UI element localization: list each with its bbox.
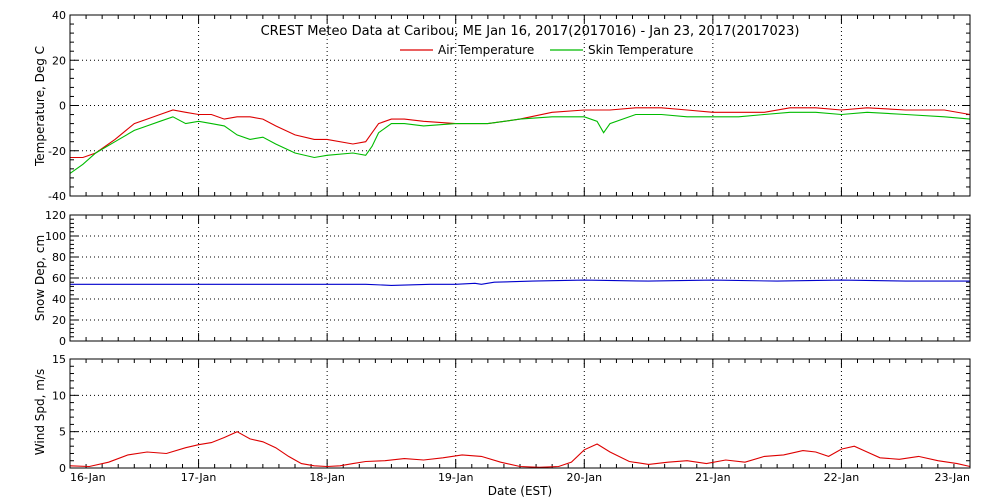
y-tick-label: 15: [52, 353, 66, 366]
panel-wind-speed: Wind Spd, m/s 0 5 10 15: [33, 353, 971, 475]
y-tick-label: 20: [52, 314, 66, 327]
x-tick-label: 21-Jan: [695, 471, 731, 484]
y-tick-label: -20: [48, 145, 66, 158]
panel-frame: [69, 14, 971, 197]
y-tick-label: 5: [59, 426, 66, 439]
series-line-wind-speed-0: [69, 431, 971, 468]
y-tick-label: 10: [52, 389, 66, 402]
panel-snow-depth: Snow Dep, cm 0 20 40 60 80 100 120: [33, 209, 971, 348]
y-tick-label: 0: [59, 335, 66, 348]
y-tick-label: 40: [52, 9, 66, 22]
y-tick-label: 120: [45, 209, 66, 222]
x-tick-label: 19-Jan: [438, 471, 474, 484]
chart-title: CREST Meteo Data at Caribou, ME Jan 16, …: [261, 24, 800, 39]
x-tick-label: 22-Jan: [824, 471, 860, 484]
legend: Air Temperature Skin Temperature: [400, 43, 693, 57]
ylabel-snow-depth: Snow Dep, cm: [33, 235, 47, 321]
panel-temperature: Temperature, Deg C -40 -20 0 20 40: [33, 9, 971, 203]
y-tick-label: 80: [52, 251, 66, 264]
legend-label-skin: Skin Temperature: [588, 43, 693, 57]
ylabel-wind-speed: Wind Spd, m/s: [33, 369, 47, 455]
x-tick-label: 23-Jan: [934, 471, 970, 484]
y-tick-label: 100: [45, 230, 66, 243]
x-tick-label: 18-Jan: [309, 471, 345, 484]
y-tick-label: 20: [52, 54, 66, 67]
x-tick-label: 20-Jan: [567, 471, 603, 484]
panel-frame: [69, 358, 971, 469]
legend-label-air: Air Temperature: [438, 43, 534, 57]
ylabel-temperature: Temperature, Deg C: [33, 46, 47, 167]
panel-frame: [69, 214, 971, 342]
series-line-temperature-0: [70, 107, 971, 159]
y-tick-label: 0: [59, 100, 66, 113]
series-line-temperature-1: [69, 111, 971, 174]
x-tick-label: 16-Jan: [70, 471, 106, 484]
y-tick-label: 40: [52, 293, 66, 306]
series-line-snow-depth-0: [70, 279, 970, 286]
x-tick-label: 17-Jan: [181, 471, 217, 484]
y-tick-label: 60: [52, 272, 66, 285]
y-tick-label: -40: [48, 190, 66, 203]
x-axis-label: Date (EST): [488, 484, 552, 498]
y-tick-label: 0: [59, 462, 66, 475]
